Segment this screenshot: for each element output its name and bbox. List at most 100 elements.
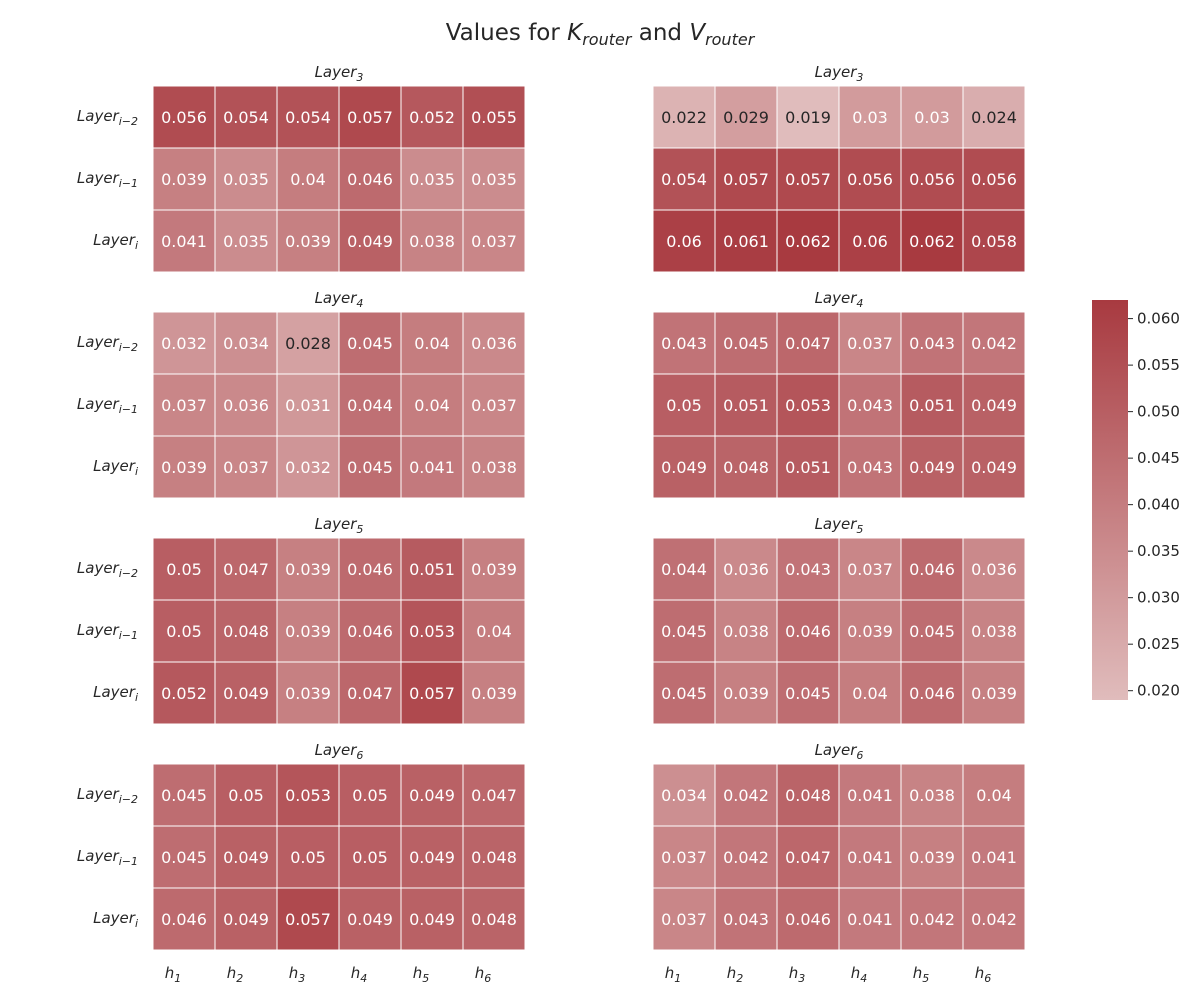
cell-value-label: 0.05 (228, 786, 264, 805)
heatmap-cell (838, 537, 902, 601)
heatmap-cell (652, 825, 716, 889)
cell-value-label: 0.049 (971, 458, 1017, 477)
column-label: h3 (289, 964, 306, 985)
heatmap-cell (152, 311, 216, 375)
cell-value-label: 0.053 (785, 396, 831, 415)
heatmap-cell (462, 373, 526, 437)
row-label: Layeri−2 (77, 785, 138, 806)
cell-value-label: 0.041 (161, 232, 207, 251)
cell-value-label: 0.057 (347, 108, 393, 127)
column-label: h2 (727, 964, 744, 985)
cell-value-label: 0.04 (852, 684, 888, 703)
heatmap-cell (276, 825, 340, 889)
heatmap-cell (214, 537, 278, 601)
cell-value-label: 0.044 (661, 560, 707, 579)
cell-value-label: 0.046 (161, 910, 207, 929)
heatmap-cell (652, 435, 716, 499)
heatmap-cell (400, 537, 464, 601)
heatmap-cell (652, 85, 716, 149)
cell-value-label: 0.06 (852, 232, 888, 251)
title-conj: and (631, 20, 689, 46)
cell-value-label: 0.039 (471, 684, 517, 703)
heatmap-panel: Layer4 Layeri−2 Layeri−1 Layeri 0.032 0.034 0.… (77, 289, 526, 499)
colorbar-tick-label: 0.020 (1137, 682, 1180, 700)
panel-title: Layer6 (315, 741, 364, 762)
cell-value-label: 0.051 (409, 560, 455, 579)
heatmap-cell (400, 435, 464, 499)
cell-value-label: 0.056 (909, 170, 955, 189)
cell-value-label: 0.042 (909, 910, 955, 929)
heatmap-cell (400, 825, 464, 889)
heatmap-cell (152, 85, 216, 149)
heatmap-cell (652, 763, 716, 827)
heatmap-cell (652, 887, 716, 951)
heatmap-cell (214, 661, 278, 725)
cell-value-label: 0.032 (161, 334, 207, 353)
cell-value-label: 0.039 (723, 684, 769, 703)
cell-value-label: 0.056 (161, 108, 207, 127)
cell-value-label: 0.05 (666, 396, 702, 415)
heatmap-cell (338, 209, 402, 273)
panel-title: Layer3 (315, 63, 364, 84)
cell-value-label: 0.035 (471, 170, 517, 189)
heatmap-cell (462, 763, 526, 827)
cell-value-label: 0.058 (971, 232, 1017, 251)
cell-value-label: 0.034 (661, 786, 707, 805)
heatmap-cell (462, 209, 526, 273)
colorbar-tick-label: 0.035 (1137, 542, 1180, 560)
cell-value-label: 0.049 (223, 848, 269, 867)
heatmap-cell (152, 825, 216, 889)
heatmap-cell (338, 85, 402, 149)
heatmap-cell (652, 599, 716, 663)
cell-value-label: 0.053 (285, 786, 331, 805)
cell-value-label: 0.043 (723, 910, 769, 929)
cell-value-label: 0.053 (409, 622, 455, 641)
row-label: Layeri (93, 231, 138, 252)
title-v-sub: router (705, 30, 756, 49)
figure-title: Values for Krouter and Vrouter (446, 20, 756, 49)
heatmap-cell (776, 209, 840, 273)
column-label: h4 (851, 964, 868, 985)
cell-value-label: 0.047 (785, 848, 831, 867)
heatmap-cell (152, 763, 216, 827)
cell-value-label: 0.037 (661, 848, 707, 867)
cell-value-label: 0.052 (409, 108, 455, 127)
colorbar-tick-label: 0.060 (1137, 310, 1180, 328)
heatmap-cell (838, 825, 902, 889)
heatmap-cell (462, 311, 526, 375)
cell-value-label: 0.06 (666, 232, 702, 251)
heatmap-cell (276, 147, 340, 211)
column-label: h2 (227, 964, 244, 985)
heatmap-cell (652, 537, 716, 601)
heatmap-cell (776, 661, 840, 725)
cell-value-label: 0.045 (785, 684, 831, 703)
heatmap-cell (714, 85, 778, 149)
cell-value-label: 0.037 (847, 560, 893, 579)
colorbar-tick-label: 0.055 (1137, 356, 1180, 374)
cell-value-label: 0.037 (847, 334, 893, 353)
cell-value-label: 0.041 (847, 910, 893, 929)
heatmap-cell (900, 435, 964, 499)
heatmap-cell (214, 373, 278, 437)
heatmap-cell (400, 763, 464, 827)
heatmap-cell (900, 373, 964, 437)
heatmap-cell (400, 599, 464, 663)
heatmap-cell (962, 537, 1026, 601)
cell-value-label: 0.019 (785, 108, 831, 127)
cell-value-label: 0.043 (847, 458, 893, 477)
heatmap-cell (400, 209, 464, 273)
heatmap-cell (776, 373, 840, 437)
panel-title: Layer6 (815, 741, 864, 762)
cell-value-label: 0.056 (847, 170, 893, 189)
heatmap-cell (152, 373, 216, 437)
heatmap-cell (462, 537, 526, 601)
cell-value-label: 0.04 (414, 396, 450, 415)
cell-value-label: 0.039 (161, 170, 207, 189)
cell-value-label: 0.049 (409, 848, 455, 867)
cell-value-label: 0.032 (285, 458, 331, 477)
column-label: h5 (913, 964, 930, 985)
cell-value-label: 0.041 (971, 848, 1017, 867)
cell-value-label: 0.044 (347, 396, 393, 415)
row-label: Layeri (93, 909, 138, 930)
heatmap-cell (276, 763, 340, 827)
